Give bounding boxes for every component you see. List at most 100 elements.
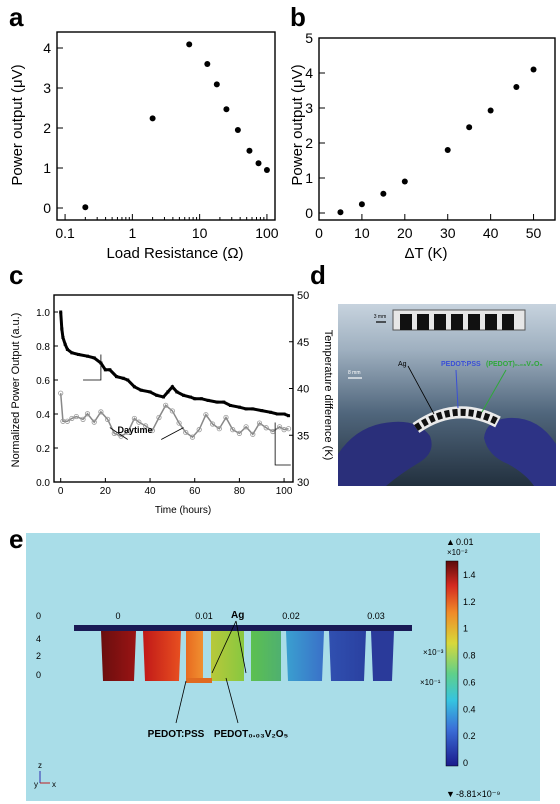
point-c xyxy=(251,407,255,411)
point-c xyxy=(155,393,159,397)
ytick-c: 0.6 xyxy=(36,376,50,387)
ytick-a: 3 xyxy=(43,80,51,96)
point-b xyxy=(487,107,494,114)
colorbar-side-label: ×10⁻¹ xyxy=(420,678,441,687)
point-c xyxy=(98,409,104,415)
xtick-b: 20 xyxy=(397,225,413,241)
point-b xyxy=(444,147,451,153)
point-c xyxy=(209,421,216,427)
pedot-pss-pointer xyxy=(455,369,459,409)
point-a xyxy=(234,127,241,133)
chart-c: 0 20 40 60 80 100 0.0 0.2 0.4 0.6 0.8 1.0 30 35 40 45 50… xyxy=(10,290,334,516)
point-c xyxy=(216,426,222,432)
point-c xyxy=(131,415,138,422)
point-c xyxy=(182,393,186,397)
pedot-v2o5-label: (PEDOT)₀.₀₃V₂O₅ xyxy=(486,361,543,368)
xtick-a: 1 xyxy=(128,225,136,241)
xtick-c: 60 xyxy=(189,486,201,497)
point-c xyxy=(175,390,179,394)
ylabel-a: Power output (μV) xyxy=(9,64,26,185)
colorbar-tick: 0 xyxy=(463,758,468,768)
xlabel-c: Time (hours) xyxy=(155,505,211,516)
point-c xyxy=(60,327,64,331)
bottom-ag-bar xyxy=(186,678,212,683)
colorbar-tick: 0.6 xyxy=(463,677,476,687)
ylabel-b: Power output (μV) xyxy=(289,64,306,185)
colorbar-top-arrow: ▲ xyxy=(446,537,455,547)
point-c xyxy=(237,405,241,409)
point-c xyxy=(193,397,197,401)
thermoelectric-legs xyxy=(101,631,394,681)
y2tick-c: 30 xyxy=(297,477,309,489)
point-c xyxy=(243,424,249,430)
point-c xyxy=(132,385,136,389)
point-a xyxy=(263,167,270,173)
point-c xyxy=(139,388,143,392)
point-c xyxy=(149,427,155,434)
point-c xyxy=(166,390,170,394)
panel-label-b: b xyxy=(290,2,306,32)
ytick-a: 1 xyxy=(43,160,51,176)
ytick-a: 2 xyxy=(43,120,51,136)
point-c xyxy=(163,402,169,408)
point-c xyxy=(126,378,130,382)
ylabel-c: Normalized Power Output (a.u.) xyxy=(10,313,22,468)
ag-pointer xyxy=(407,365,435,415)
point-c xyxy=(161,395,165,399)
colorbar-tick: 1.2 xyxy=(463,597,476,607)
colorbar-tick: 0.2 xyxy=(463,731,476,741)
scale-top-label: 3 mm xyxy=(374,314,387,320)
e-axis-ticks: 0 0.01 0.02 0.03 0 4 2 0 xyxy=(36,611,385,680)
point-a xyxy=(149,115,156,122)
point-b xyxy=(401,178,408,185)
point-c xyxy=(228,404,232,407)
xtick-b: 40 xyxy=(483,225,499,241)
point-c xyxy=(108,368,112,372)
ag-annotation: Ag xyxy=(231,610,244,621)
y2tick-c: 40 xyxy=(297,384,309,396)
y2tick-c: 35 xyxy=(297,430,309,442)
arrow-left-axis xyxy=(83,354,102,381)
colorbar-tick: 0.4 xyxy=(463,704,476,714)
point-c xyxy=(91,419,97,425)
panel-label-a: a xyxy=(9,2,24,32)
ytick-b: 1 xyxy=(305,170,313,186)
ytick-a: 4 xyxy=(43,40,51,56)
panel-label-e: e xyxy=(9,524,24,554)
ytick-c: 0.4 xyxy=(36,410,50,421)
y2label-c: Temperature difference (K) xyxy=(322,330,334,461)
ytick-b: 5 xyxy=(305,30,313,46)
ytick-e: 4 xyxy=(36,634,41,644)
ag-label: Ag xyxy=(398,361,407,368)
point-a xyxy=(204,61,211,67)
point-c xyxy=(230,427,236,433)
colorbar-tick: 0.8 xyxy=(463,651,476,661)
colorbar-tick: 1 xyxy=(463,624,468,634)
colorbar-bottom-arrow: ▼ xyxy=(446,789,455,799)
ytick-b: 0 xyxy=(305,205,313,221)
chart-b: 0 10 20 30 40 50 0 1 2 3 4 5 ΔT (K) Power output (μ… xyxy=(289,30,556,262)
point-a xyxy=(223,106,230,113)
pedot-v2o5-pointer xyxy=(481,369,507,413)
ytick-c: 0.0 xyxy=(36,478,50,489)
point-c xyxy=(276,424,283,430)
xtick-b: 0 xyxy=(315,225,323,241)
xtick-c: 80 xyxy=(234,486,246,497)
point-a xyxy=(246,147,253,154)
simulation-drawing: 0 0.01 0.02 0.03 0 4 2 0 Ag PEDOT:PSS PEDOT₀.₀₃… xyxy=(34,537,501,799)
point-c xyxy=(121,376,125,380)
chart-a: 0.1 1 10 100 0 1 2 3 4 Load Resistance (Ω) Power… xyxy=(9,31,279,262)
point-c xyxy=(65,347,69,351)
xtick-b: 50 xyxy=(526,225,542,241)
ytick-b: 4 xyxy=(305,65,313,81)
xtick-e: 0.01 xyxy=(195,611,213,621)
panel-label-d: d xyxy=(310,260,326,290)
daytime-annotation: Daytime xyxy=(117,425,152,435)
point-b xyxy=(466,124,473,131)
point-a xyxy=(186,41,193,48)
e-axis-side-label: ×10⁻³ xyxy=(423,648,444,657)
point-c xyxy=(260,409,264,413)
xtick-a: 0.1 xyxy=(55,225,75,241)
point-c xyxy=(92,356,96,360)
point-c xyxy=(188,395,192,399)
